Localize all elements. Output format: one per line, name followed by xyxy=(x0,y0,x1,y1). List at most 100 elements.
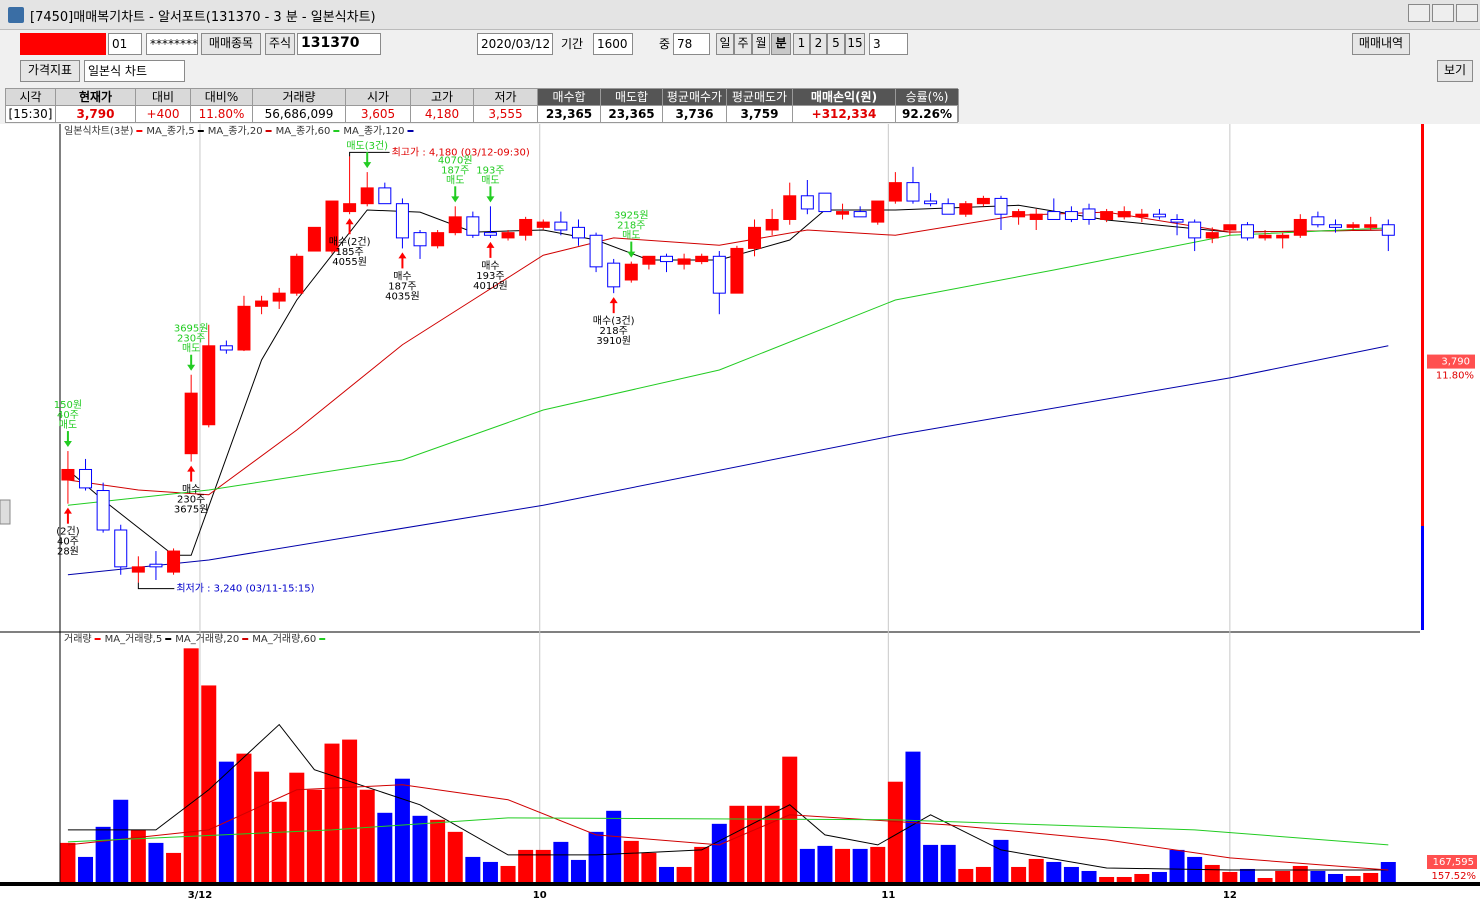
table-header: 시각 xyxy=(6,89,56,105)
volume-bar xyxy=(271,801,287,882)
legend-entry: MA_종가,20 xyxy=(208,125,263,137)
maximize-button[interactable] xyxy=(1432,4,1454,22)
table-header: 현재가 xyxy=(56,89,136,105)
candle-body xyxy=(976,197,990,205)
volume-bar xyxy=(694,846,710,882)
password-field[interactable]: ******** xyxy=(146,33,198,55)
volume-bar xyxy=(482,861,498,882)
volume-bar xyxy=(729,805,745,882)
volume-bar xyxy=(1239,868,1255,882)
collapse-button[interactable] xyxy=(0,499,11,525)
volume-bar xyxy=(905,751,921,882)
volume-bar xyxy=(1363,872,1379,882)
volume-bar xyxy=(1151,871,1167,882)
stock-button[interactable]: 매매종목 xyxy=(201,33,261,55)
table-header: 매수합 xyxy=(538,89,601,105)
signal-text: 4035원 xyxy=(385,290,420,302)
volume-bar xyxy=(130,829,146,882)
history-button[interactable]: 매매내역 xyxy=(1352,33,1410,55)
close-button[interactable] xyxy=(1456,4,1478,22)
volume-bar xyxy=(148,842,164,882)
unit-button[interactable]: 주 xyxy=(734,33,752,55)
signal-arrow-head xyxy=(398,252,407,259)
candle-body xyxy=(114,529,128,568)
candle-body xyxy=(1293,218,1307,236)
volume-bar xyxy=(940,844,956,882)
table-header: 대비% xyxy=(191,89,253,105)
date-field[interactable]: 2020/03/12 xyxy=(477,33,553,55)
unit-button[interactable]: 월 xyxy=(752,33,770,55)
minimize-button[interactable] xyxy=(1408,4,1430,22)
range-bar-down xyxy=(1421,526,1424,630)
signal-text: 매수(2건) xyxy=(329,236,371,248)
legend-title: 일본식차트(3분) xyxy=(64,125,133,137)
x-tick-label: 3/12 xyxy=(188,890,213,901)
period-field[interactable]: 1600 xyxy=(593,33,633,55)
volume-bar xyxy=(342,739,358,882)
volume-bar xyxy=(1327,873,1343,882)
volume-bar xyxy=(606,810,622,882)
volume-bar xyxy=(764,805,780,882)
last-price-box xyxy=(1427,354,1475,369)
candle-body xyxy=(642,255,656,265)
candle-body xyxy=(589,234,603,268)
candle-body xyxy=(131,566,145,573)
unit-button[interactable]: 2 xyxy=(810,33,827,55)
table-header: 승률(%) xyxy=(896,89,959,105)
volume-bar xyxy=(641,852,657,882)
table-cell: 3,555 xyxy=(474,105,538,122)
mid-field[interactable]: 78 xyxy=(673,33,710,55)
candle-body xyxy=(1188,221,1202,239)
signal-text: 218주 xyxy=(600,326,628,337)
candle-body xyxy=(554,221,568,231)
signal-arrow-head xyxy=(486,241,495,248)
candle-body xyxy=(712,255,726,294)
candle-body xyxy=(607,262,621,288)
candle-body xyxy=(466,216,480,236)
interval-field[interactable]: 3 xyxy=(869,33,908,55)
signal-arrow-head xyxy=(451,196,460,203)
volume-bar xyxy=(1011,866,1027,882)
volume-bar xyxy=(658,866,674,882)
candle-body xyxy=(1135,213,1149,218)
table-cell: +400 xyxy=(136,105,191,122)
unit-button[interactable]: 일 xyxy=(716,33,734,55)
unit-button[interactable]: 분 xyxy=(771,33,791,55)
volume-bar xyxy=(1046,861,1062,882)
signal-text: 매도 xyxy=(446,174,464,186)
view-button[interactable]: 보기 xyxy=(1437,60,1473,82)
candle-body xyxy=(1276,234,1290,239)
last-volume-box xyxy=(1427,854,1477,869)
candle-body xyxy=(1029,213,1043,220)
volume-bar xyxy=(799,848,815,882)
signal-arrow-head xyxy=(345,218,354,225)
volume-bar xyxy=(1222,871,1238,882)
volume-bar xyxy=(1380,861,1396,882)
table-header: 저가 xyxy=(474,89,538,105)
unit-button[interactable]: 15 xyxy=(845,33,865,55)
code-field[interactable]: 131370 xyxy=(297,33,381,55)
candle-body xyxy=(1012,211,1026,218)
candle-body xyxy=(1240,224,1254,239)
candle-body xyxy=(1364,224,1378,228)
account-field[interactable]: 01 xyxy=(108,33,142,55)
chart-kind-select[interactable]: 일본식 차트 xyxy=(84,60,185,82)
candle-body xyxy=(272,292,286,302)
volume-bar xyxy=(430,819,446,882)
volume-bar xyxy=(201,685,217,882)
unit-button[interactable]: 5 xyxy=(827,33,845,55)
candle-body xyxy=(1170,218,1184,223)
unit-button[interactable]: 1 xyxy=(793,33,810,55)
candle-body xyxy=(659,255,673,263)
info-table: 시각 [15:30] 현재가 3,790 대비 +400 대비% 11.80% 거래량 56,68… xyxy=(5,88,959,123)
volume-bar xyxy=(1169,849,1185,882)
volume-bar xyxy=(500,865,516,882)
candle-body xyxy=(1047,211,1061,220)
volume-bar xyxy=(570,859,586,882)
indicator-button[interactable]: 가격지표 xyxy=(20,60,80,82)
volume-bar xyxy=(254,771,270,882)
market-button[interactable]: 주식 xyxy=(265,33,295,55)
candle-body xyxy=(167,550,181,573)
candle-body xyxy=(1328,224,1342,228)
signal-text: 3695원 xyxy=(174,323,209,335)
